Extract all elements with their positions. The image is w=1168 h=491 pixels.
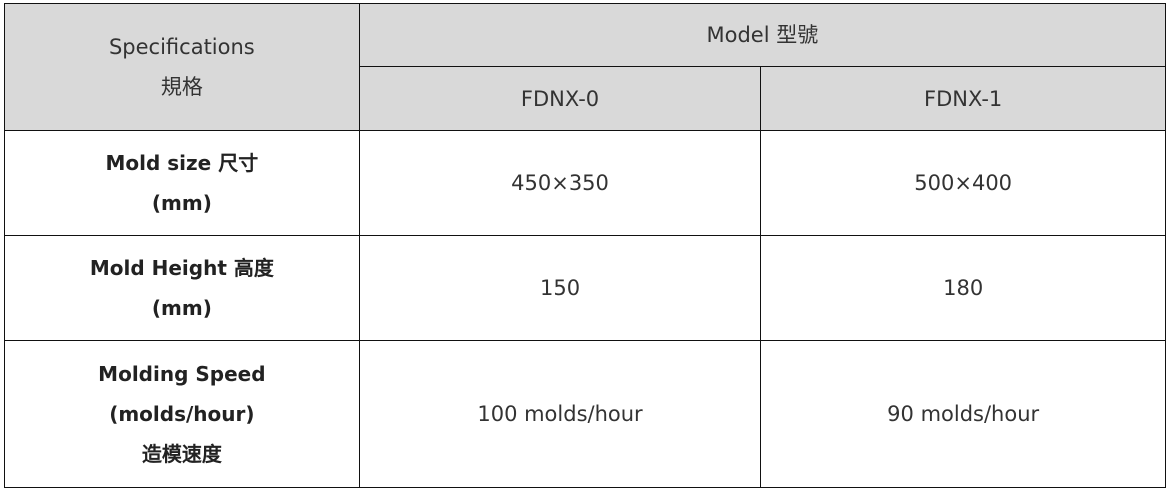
row-label-line: Mold Height 高度	[89, 256, 274, 280]
model-header-1: FDNX-1	[760, 66, 1166, 131]
spec-header-en: Specifications	[108, 35, 255, 59]
row-label: Mold Height 高度 (mm)	[4, 235, 360, 341]
model-group-header: Model 型號	[358, 3, 1167, 67]
table-row: Molding Speed (molds/hour) 造模速度 100 mold…	[4, 340, 1166, 488]
cell-value: 180	[760, 235, 1166, 341]
row-label-line: Mold size 尺寸	[105, 151, 259, 175]
spec-table: Specifications 規格 Model 型號 FDNX-0 FDNX-1…	[4, 3, 1167, 488]
row-label-line: Molding Speed	[98, 362, 266, 386]
spec-header-cell: Specifications 規格	[4, 3, 360, 131]
row-label-line: (molds/hour)	[109, 402, 255, 426]
row-label-line: (mm)	[151, 191, 212, 215]
row-label: Molding Speed (molds/hour) 造模速度	[4, 340, 360, 488]
table-row: Mold size 尺寸 (mm) 450×350 500×400	[4, 130, 1166, 236]
cell-value: 100 molds/hour	[358, 340, 762, 488]
cell-value: 90 molds/hour	[760, 340, 1166, 488]
cell-value: 150	[358, 235, 762, 341]
row-label-line: (mm)	[151, 296, 212, 320]
model-header-0: FDNX-0	[358, 66, 762, 131]
cell-value: 450×350	[358, 130, 762, 236]
row-label-line: 造模速度	[141, 442, 222, 466]
table-row: Mold Height 高度 (mm) 150 180	[4, 235, 1166, 341]
cell-value: 500×400	[760, 130, 1166, 236]
row-label: Mold size 尺寸 (mm)	[4, 130, 360, 236]
spec-header-zh: 規格	[160, 75, 203, 99]
